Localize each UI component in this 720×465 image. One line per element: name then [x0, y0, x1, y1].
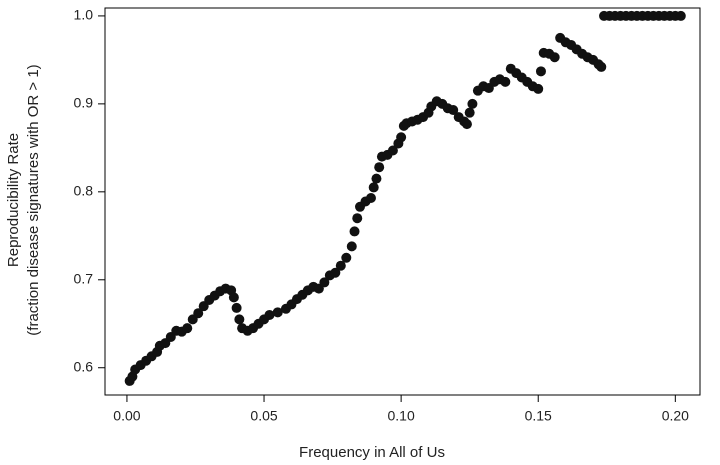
point — [371, 173, 382, 184]
plot-frame — [104, 7, 701, 396]
point — [396, 132, 407, 143]
point — [193, 308, 204, 319]
point — [464, 107, 475, 118]
y-axis-title: Reproducibility Rate — [5, 133, 22, 267]
point — [500, 76, 511, 87]
point — [234, 314, 245, 325]
point — [533, 83, 544, 94]
x-axis-title: Frequency in All of Us — [299, 444, 445, 461]
point — [349, 226, 360, 237]
y-axis-subtitle: (fraction disease signatures with OR > 1… — [25, 64, 42, 335]
y-tick-label: 0.6 — [74, 358, 94, 374]
x-tick-label: 0.20 — [662, 408, 689, 424]
point — [335, 260, 346, 271]
point — [330, 267, 341, 278]
x-tick-label: 0.10 — [388, 408, 415, 424]
point — [461, 119, 472, 130]
point — [346, 241, 357, 252]
point — [272, 307, 283, 318]
point — [467, 98, 478, 109]
point — [264, 309, 275, 320]
y-tick-label: 0.8 — [74, 183, 94, 199]
x-tick-label: 0.00 — [113, 408, 140, 424]
y-tick-label: 1.0 — [74, 7, 94, 23]
point — [535, 66, 546, 77]
x-tick-label: 0.15 — [525, 408, 552, 424]
point — [549, 52, 560, 63]
y-tick-label: 0.7 — [74, 270, 94, 286]
point — [675, 10, 686, 21]
point — [368, 182, 379, 193]
x-tick-label: 0.05 — [250, 408, 277, 424]
point — [319, 277, 330, 288]
point — [341, 252, 352, 263]
point — [374, 162, 385, 173]
y-tick-label: 0.9 — [74, 95, 94, 111]
point — [228, 292, 239, 303]
point — [448, 105, 459, 116]
point — [596, 61, 607, 72]
point — [365, 192, 376, 203]
point — [387, 145, 398, 156]
point — [231, 302, 242, 313]
point — [182, 323, 193, 334]
point — [352, 213, 363, 224]
